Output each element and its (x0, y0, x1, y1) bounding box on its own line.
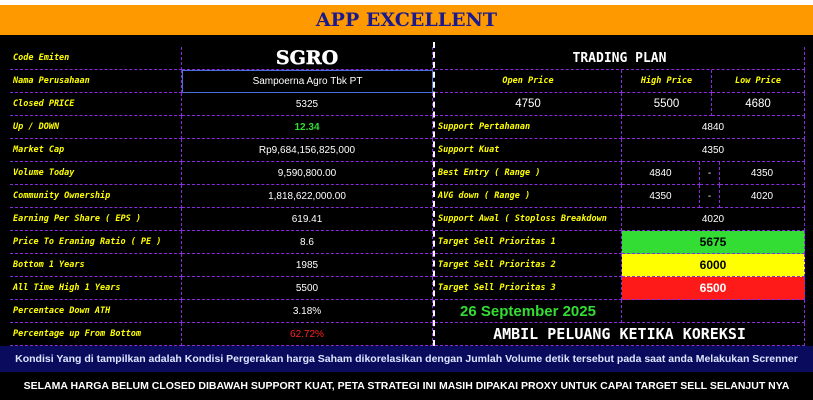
plan-label: Support Pertahanan (435, 116, 622, 139)
row-value: 5500 (182, 277, 433, 300)
range-dash: - (700, 162, 720, 185)
row-value: 1,818,622,000.00 (182, 185, 433, 208)
row-value: Rp9,684,156,825,000 (182, 139, 433, 162)
plan-date: 26 September 2025 (435, 300, 622, 323)
row-label: Closed PRICE (10, 93, 182, 116)
range-high: 4350 (720, 162, 805, 185)
row-label: Percentage up From Bottom (10, 323, 182, 346)
row-label: All Time High 1 Years (10, 277, 182, 300)
price-header: Open Price (435, 70, 622, 93)
row-value: 12.34 (182, 116, 433, 139)
range-low: 4840 (622, 162, 700, 185)
plan-label: Support Kuat (435, 139, 622, 162)
row-label: Up / DOWN (10, 116, 182, 139)
row-value: 3.18% (182, 300, 433, 323)
row-label: Nama Perusahaan (10, 70, 182, 93)
plan-label: AVG down ( Range ) (435, 185, 622, 208)
row-label: Community Ownership (10, 185, 182, 208)
row-value: 619.41 (182, 208, 433, 231)
row-label: Percentace Down ATH (10, 300, 182, 323)
row-value: 5325 (182, 93, 433, 116)
row-value: Sampoerna Agro Tbk PT (182, 70, 433, 93)
plan-label: Support Awal ( Stoploss Breakdown (435, 208, 622, 231)
target-label: Target Sell Prioritas 1 (435, 231, 622, 254)
divider (433, 42, 435, 346)
range-dash: - (700, 185, 720, 208)
range-high: 4020 (720, 185, 805, 208)
price-header: High Price (622, 70, 712, 93)
row-value: 8.6 (182, 231, 433, 254)
row-value: SGRO (182, 47, 433, 70)
row-value: 1985 (182, 254, 433, 277)
row-label: Code Emiten (10, 47, 182, 70)
row-label: Price To Eraning Ratio ( PE ) (10, 231, 182, 254)
row-label: Volume Today (10, 162, 182, 185)
price-value: 4680 (712, 93, 805, 116)
plan-label: Best Entry ( Range ) (435, 162, 622, 185)
row-label: Earning Per Share ( EPS ) (10, 208, 182, 231)
app-title: APP EXCELLENT (0, 5, 813, 35)
plan-value: 4350 (622, 139, 805, 162)
range-low: 4350 (622, 185, 700, 208)
row-label: Market Cap (10, 139, 182, 162)
empty-cell (622, 300, 805, 323)
price-value: 4750 (435, 93, 622, 116)
footer-note: Kondisi Yang di tampilkan adalah Kondisi… (0, 346, 813, 372)
plan-value: 4840 (622, 116, 805, 139)
price-value: 5500 (622, 93, 712, 116)
row-label: Bottom 1 Years (10, 254, 182, 277)
price-header: Low Price (712, 70, 805, 93)
target-value: 6000 (622, 254, 805, 277)
plan-value: 4020 (622, 208, 805, 231)
target-value: 5675 (622, 231, 805, 254)
target-label: Target Sell Prioritas 2 (435, 254, 622, 277)
trading-plan-title: TRADING PLAN (435, 47, 805, 70)
slogan: AMBIL PELUANG KETIKA KOREKSI (435, 323, 805, 346)
target-value: 6500 (622, 277, 805, 300)
row-value: 62.72% (182, 323, 433, 346)
target-label: Target Sell Prioritas 3 (435, 277, 622, 300)
row-value: 9,590,800.00 (182, 162, 433, 185)
footer-warning: SELAMA HARGA BELUM CLOSED DIBAWAH SUPPOR… (0, 372, 813, 400)
